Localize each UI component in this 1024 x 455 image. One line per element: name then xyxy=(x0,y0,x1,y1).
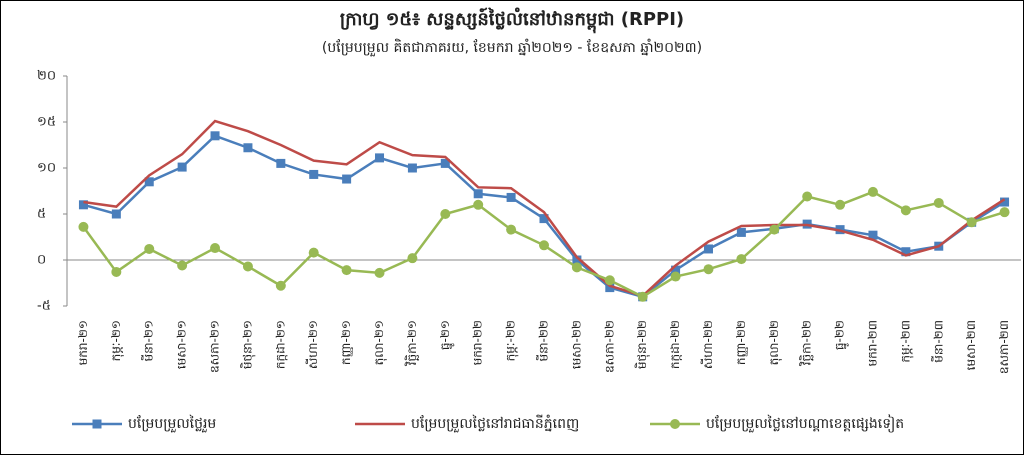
x-tick-label: ធ្នូ-២១ xyxy=(438,320,455,350)
marker xyxy=(999,207,1010,218)
marker xyxy=(901,247,911,257)
marker xyxy=(572,255,582,265)
marker xyxy=(144,243,155,254)
x-tick-label: មីនា-២៣ xyxy=(930,320,945,363)
x-tick-label: មេសា-២១ xyxy=(175,320,189,369)
marker xyxy=(243,143,253,153)
x-tick-label: សីហា-២២ xyxy=(700,320,715,369)
x-tick-label: ឧសភា-២៣ xyxy=(997,320,1011,374)
marker xyxy=(440,209,451,219)
marker xyxy=(177,162,187,172)
marker xyxy=(539,214,549,224)
marker xyxy=(341,265,352,276)
x-tick-label: តុលា-២២ xyxy=(767,320,782,365)
marker xyxy=(407,163,417,173)
x-tick-label: កុម្ភៈ-២១ xyxy=(109,320,124,361)
marker xyxy=(671,265,681,275)
marker xyxy=(407,253,418,264)
marker xyxy=(736,254,747,265)
x-tick-label: កញ្ញា-២១ xyxy=(339,320,353,365)
marker xyxy=(703,264,714,275)
legend-marker xyxy=(92,419,102,429)
marker xyxy=(210,131,220,141)
marker xyxy=(111,209,121,219)
marker xyxy=(309,169,319,179)
marker xyxy=(933,197,944,208)
chart-subtitle: (បម្រែបម្រួល គិតជាភាគរយ, ខែមករា ឆ្នាំ២០២… xyxy=(322,38,702,57)
y-tick-label: ១៥ xyxy=(37,115,56,130)
y-tick-label: ១០ xyxy=(37,161,56,176)
x-tick-label: ឧសភា-២២ xyxy=(602,320,616,373)
x-tick-label: តុលា-២១ xyxy=(372,320,387,365)
x-tick-label: មករា-២៣ xyxy=(865,320,879,367)
x-tick-label: មករា-២២ xyxy=(471,320,485,365)
marker xyxy=(571,262,582,273)
marker xyxy=(900,205,911,216)
legend-marker xyxy=(670,419,680,429)
marker xyxy=(275,280,286,291)
marker xyxy=(539,240,549,251)
marker xyxy=(78,200,88,210)
chart-title: ក្រាហ្វ ១៥៖ សន្ទស្សន៍ថ្លៃលំនៅឋានកម្ពុជា … xyxy=(340,7,684,34)
x-tick-label: ធ្នូ-២២ xyxy=(833,320,850,350)
marker xyxy=(473,199,484,210)
legend-label: បម្រែបម្រួលថ្លៃរួម xyxy=(128,414,216,433)
marker xyxy=(605,283,615,293)
marker xyxy=(604,275,615,286)
marker xyxy=(703,244,713,254)
legend-label: បម្រែបម្រួលថ្លៃនៅបណ្តាខេត្តផ្សេងទៀត xyxy=(706,414,904,433)
x-tick-label: មករា-២១ xyxy=(76,320,90,365)
y-tick-label: ០ xyxy=(37,253,46,268)
marker xyxy=(440,158,450,168)
marker xyxy=(177,260,188,271)
x-tick-label: មីនា-២២ xyxy=(536,320,551,362)
marker xyxy=(670,271,681,282)
x-tick-label: វិច្ឆិកា-២២ xyxy=(799,320,814,367)
marker xyxy=(210,243,221,254)
y-tick-label: ២០ xyxy=(37,69,56,84)
series-line xyxy=(83,119,1006,298)
x-tick-label: មិថុនា-២១ xyxy=(239,320,255,369)
marker xyxy=(374,267,385,278)
x-tick-label: កញ្ញា-២២ xyxy=(734,320,748,365)
marker xyxy=(835,199,846,210)
marker xyxy=(308,247,319,258)
marker xyxy=(375,153,385,163)
x-tick-label: មេសា-២២ xyxy=(569,320,583,369)
legend-label: បម្រែបម្រួលថ្លៃនៅរាជធានីភ្នំពេញ xyxy=(411,414,579,433)
marker xyxy=(276,158,286,168)
marker xyxy=(473,189,483,199)
marker xyxy=(111,266,122,277)
x-tick-label: ឧសភា-២១ xyxy=(208,320,222,373)
marker xyxy=(802,191,813,202)
marker xyxy=(78,221,89,232)
marker xyxy=(966,217,977,228)
x-tick-label: កុម្ភៈ-២២ xyxy=(504,320,519,361)
marker xyxy=(144,177,154,187)
y-tick-label: -៥ xyxy=(37,299,51,314)
x-tick-label: វិច្ឆិកា-២១ xyxy=(404,320,419,367)
y-tick-label: ៥ xyxy=(37,207,46,222)
marker xyxy=(769,224,780,235)
x-tick-label: កក្កដា-២២ xyxy=(668,320,682,369)
marker xyxy=(736,227,746,237)
marker xyxy=(868,230,878,240)
marker xyxy=(867,186,878,197)
x-tick-label: សីហា-២១ xyxy=(305,320,320,369)
marker xyxy=(242,261,253,272)
x-tick-label: កក្កដា-២១ xyxy=(273,320,287,369)
x-tick-label: កុម្ភៈ-២៣ xyxy=(898,320,913,363)
marker xyxy=(506,192,516,202)
marker xyxy=(506,224,517,235)
x-tick-label: មេសា-២៣ xyxy=(964,320,978,370)
x-tick-label: មីនា-២១ xyxy=(141,320,156,362)
marker xyxy=(342,174,352,184)
marker xyxy=(1000,197,1010,207)
x-tick-label: មិថុនា-២២ xyxy=(634,320,650,369)
marker xyxy=(637,291,648,302)
